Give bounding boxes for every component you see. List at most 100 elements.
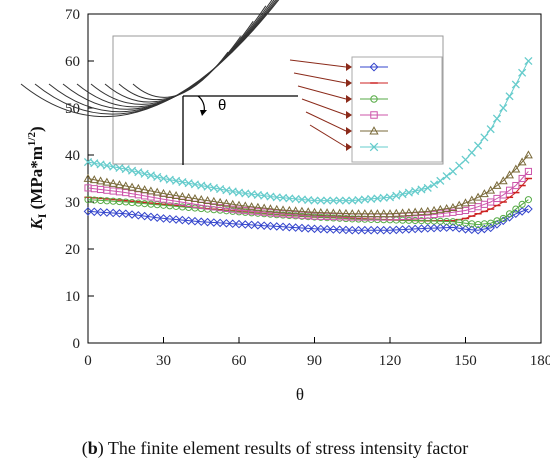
data-point bbox=[369, 142, 379, 152]
data-point bbox=[322, 224, 332, 234]
data-point bbox=[448, 203, 458, 212]
data-point bbox=[178, 215, 187, 225]
data-point bbox=[448, 167, 457, 176]
data-point bbox=[96, 207, 105, 217]
data-point bbox=[367, 194, 376, 204]
data-point bbox=[370, 95, 378, 103]
data-point bbox=[291, 206, 301, 215]
data-point bbox=[310, 224, 319, 234]
inset-theta-label: θ bbox=[218, 97, 226, 114]
data-point bbox=[373, 225, 382, 235]
data-point bbox=[209, 218, 219, 227]
data-point bbox=[499, 103, 508, 113]
data-point bbox=[467, 195, 477, 204]
series-line bbox=[87, 171, 529, 218]
data-point bbox=[222, 218, 231, 228]
series-line bbox=[87, 199, 529, 226]
data-point bbox=[442, 172, 451, 181]
data-point bbox=[146, 171, 155, 180]
data-point bbox=[486, 125, 495, 134]
data-point bbox=[209, 196, 219, 205]
data-point bbox=[266, 204, 275, 213]
data-point bbox=[524, 204, 533, 214]
data-point bbox=[524, 196, 532, 204]
data-point bbox=[216, 185, 225, 194]
data-point bbox=[511, 164, 521, 173]
data-point bbox=[492, 114, 502, 123]
data-point bbox=[498, 176, 508, 185]
data-point bbox=[392, 191, 401, 200]
y-tick-label: 40 bbox=[65, 148, 80, 164]
data-point bbox=[467, 148, 476, 157]
data-point bbox=[391, 225, 401, 235]
data-point bbox=[133, 183, 143, 192]
data-point bbox=[505, 92, 514, 101]
data-point bbox=[159, 188, 168, 197]
data-point bbox=[221, 198, 231, 207]
data-point bbox=[518, 174, 526, 183]
data-point bbox=[442, 203, 452, 212]
data-point bbox=[517, 207, 527, 216]
data-point bbox=[505, 170, 514, 179]
data-point bbox=[304, 195, 313, 205]
data-point bbox=[473, 192, 483, 201]
series-line bbox=[87, 208, 529, 231]
y-tick-label: 10 bbox=[65, 289, 80, 305]
data-point bbox=[297, 195, 306, 204]
data-point bbox=[228, 219, 238, 229]
data-point bbox=[436, 176, 445, 185]
data-point bbox=[423, 183, 432, 192]
y-tick-label: 60 bbox=[65, 54, 80, 70]
data-point bbox=[196, 195, 206, 204]
data-point bbox=[370, 111, 378, 119]
data-point bbox=[410, 207, 420, 216]
data-point bbox=[127, 166, 137, 175]
data-point bbox=[442, 223, 451, 232]
data-point bbox=[89, 207, 99, 217]
data-point bbox=[121, 181, 131, 190]
leader-arrow-icon bbox=[346, 143, 352, 151]
data-point bbox=[297, 223, 307, 233]
data-point bbox=[486, 223, 495, 233]
data-point bbox=[461, 224, 470, 234]
legend bbox=[289, 56, 443, 163]
data-point bbox=[83, 207, 93, 216]
data-point bbox=[190, 216, 200, 226]
leader-arrow-icon bbox=[346, 63, 352, 71]
data-point bbox=[234, 200, 244, 209]
legend-box bbox=[351, 56, 443, 163]
data-point bbox=[379, 225, 389, 235]
data-point bbox=[96, 176, 106, 185]
data-point bbox=[228, 199, 238, 208]
x-tick-label: 90 bbox=[307, 353, 322, 369]
data-point bbox=[385, 193, 395, 202]
x-tick-label: 0 bbox=[84, 353, 92, 369]
data-point bbox=[115, 209, 124, 218]
data-point bbox=[247, 202, 257, 211]
data-point bbox=[524, 167, 532, 176]
data-point bbox=[108, 178, 118, 187]
data-point bbox=[347, 209, 357, 218]
data-point bbox=[134, 168, 143, 177]
data-point bbox=[372, 209, 382, 218]
data-point bbox=[480, 133, 489, 142]
data-point bbox=[467, 225, 477, 235]
data-point bbox=[171, 215, 181, 224]
data-point bbox=[171, 190, 181, 199]
data-point bbox=[385, 225, 395, 235]
data-point bbox=[285, 222, 294, 232]
x-tick-label: 30 bbox=[156, 353, 171, 369]
data-point bbox=[366, 225, 376, 235]
data-point bbox=[165, 175, 174, 184]
data-point bbox=[102, 177, 112, 186]
data-point bbox=[354, 225, 363, 235]
data-point bbox=[474, 141, 483, 150]
data-point bbox=[492, 180, 502, 189]
data-point bbox=[369, 126, 379, 135]
data-point bbox=[127, 182, 137, 191]
data-point bbox=[323, 196, 332, 205]
data-point bbox=[454, 224, 464, 233]
data-point bbox=[429, 205, 439, 214]
figure-caption: (b) The finite element results of stress… bbox=[81, 438, 469, 458]
data-point bbox=[196, 217, 206, 227]
